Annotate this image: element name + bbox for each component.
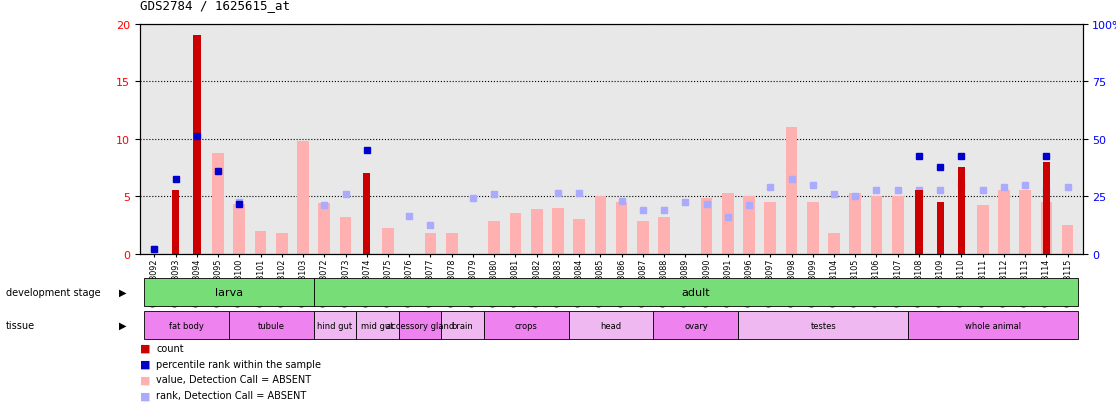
Bar — [254, 231, 267, 254]
Bar — [568, 311, 654, 339]
Text: ■: ■ — [140, 390, 150, 400]
Bar — [743, 197, 754, 254]
Text: accessory gland: accessory gland — [386, 321, 454, 330]
Text: ■: ■ — [140, 359, 150, 369]
Bar — [212, 153, 224, 254]
Text: percentile rank within the sample: percentile rank within the sample — [156, 359, 321, 369]
Bar — [722, 193, 733, 254]
Text: count: count — [156, 343, 184, 353]
Bar — [637, 222, 648, 254]
Bar — [908, 311, 1078, 339]
Bar — [828, 233, 840, 254]
Text: larva: larva — [214, 287, 243, 297]
Bar — [915, 191, 923, 254]
Bar — [144, 278, 314, 306]
Bar — [233, 205, 246, 254]
Bar — [764, 202, 776, 254]
Bar — [531, 209, 542, 254]
Bar — [483, 311, 568, 339]
Bar — [936, 202, 944, 254]
Text: tubule: tubule — [258, 321, 285, 330]
Text: ▶: ▶ — [118, 320, 126, 330]
Bar — [297, 142, 309, 254]
Bar — [701, 199, 712, 254]
Bar — [144, 311, 229, 339]
Bar — [318, 204, 330, 254]
Bar — [446, 233, 458, 254]
Bar — [870, 197, 883, 254]
Bar — [998, 191, 1010, 254]
Text: ▶: ▶ — [118, 287, 126, 297]
Bar — [595, 197, 606, 254]
Bar — [398, 311, 441, 339]
Bar — [424, 233, 436, 254]
Text: adult: adult — [682, 287, 710, 297]
Bar — [1042, 162, 1050, 254]
Bar — [976, 206, 989, 254]
Bar — [658, 217, 670, 254]
Bar — [552, 208, 564, 254]
Bar — [441, 311, 483, 339]
Bar — [654, 311, 739, 339]
Text: fat body: fat body — [169, 321, 203, 330]
Bar — [356, 311, 398, 339]
Text: value, Detection Call = ABSENT: value, Detection Call = ABSENT — [156, 375, 311, 385]
Text: rank, Detection Call = ABSENT: rank, Detection Call = ABSENT — [156, 390, 307, 400]
Bar — [958, 168, 965, 254]
Bar — [616, 202, 627, 254]
Bar — [382, 229, 394, 254]
Text: ■: ■ — [140, 343, 150, 353]
Text: GDS2784 / 1625615_at: GDS2784 / 1625615_at — [140, 0, 289, 12]
Bar — [1061, 225, 1074, 254]
Bar — [892, 197, 904, 254]
Bar — [849, 193, 862, 254]
Text: testes: testes — [810, 321, 836, 330]
Bar — [1040, 202, 1052, 254]
Bar — [193, 36, 201, 254]
Bar — [276, 233, 288, 254]
Bar — [510, 214, 521, 254]
Bar — [172, 191, 180, 254]
Text: head: head — [600, 321, 622, 330]
Bar — [339, 217, 352, 254]
Text: tissue: tissue — [6, 320, 35, 330]
Bar — [1019, 191, 1031, 254]
Text: mid gut: mid gut — [362, 321, 394, 330]
Text: ovary: ovary — [684, 321, 708, 330]
Text: whole animal: whole animal — [965, 321, 1021, 330]
Bar — [574, 220, 585, 254]
Text: hind gut: hind gut — [317, 321, 353, 330]
Bar — [363, 174, 371, 254]
Bar — [314, 311, 356, 339]
Bar — [739, 311, 908, 339]
Bar — [229, 311, 314, 339]
Text: development stage: development stage — [6, 287, 100, 297]
Bar — [314, 278, 1078, 306]
Bar — [807, 202, 819, 254]
Bar — [489, 222, 500, 254]
Text: crops: crops — [514, 321, 538, 330]
Bar — [786, 128, 798, 254]
Text: brain: brain — [452, 321, 473, 330]
Text: ■: ■ — [140, 375, 150, 385]
